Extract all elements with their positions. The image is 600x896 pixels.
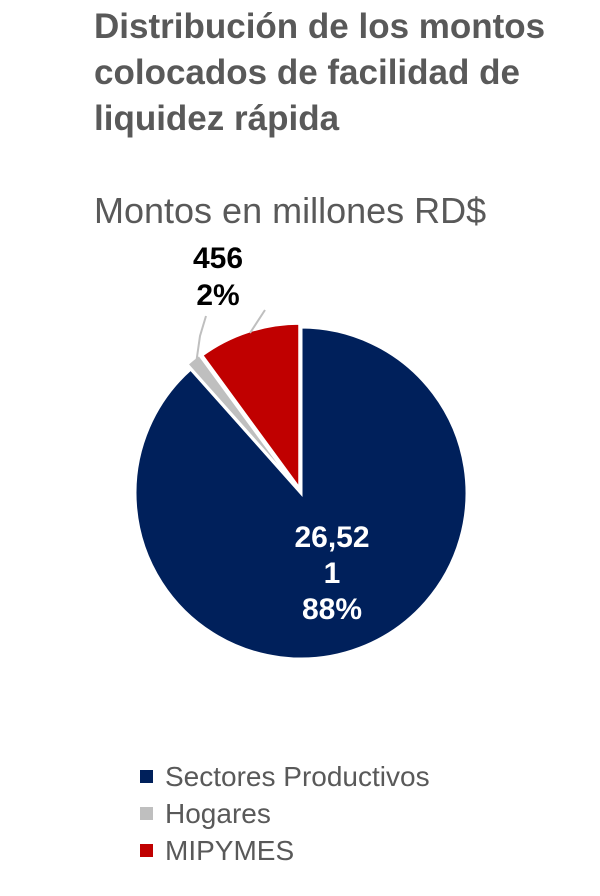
- legend-label: Sectores Productivos: [165, 760, 430, 792]
- pie-slice-mipymes: [199, 321, 302, 494]
- legend-swatch: [140, 770, 153, 783]
- legend-label: Hogares: [165, 797, 271, 829]
- legend-item-sectores: Sectores Productivos: [140, 758, 430, 795]
- data-label-sectores-productivos: 26,52: [294, 521, 369, 554]
- chart-subtitle: Montos en millones RD$: [94, 190, 487, 231]
- legend-item-mipymes: MIPYMES: [140, 832, 430, 869]
- legend-label: MIPYMES: [165, 834, 295, 866]
- data-label-hogares-pct: 2%: [196, 279, 239, 312]
- data-label-sectores-productivos: 1: [324, 557, 341, 590]
- chart-title: Distribución de los montos colocados de …: [94, 7, 546, 138]
- pie-slice-hogares: [184, 352, 299, 490]
- pie-slice-sectores-productivos: [133, 325, 469, 661]
- leader-line-mipymes: [249, 309, 266, 334]
- data-label-hogares-value: 456: [193, 242, 243, 275]
- chart-legend: Sectores Productivos Hogares MIPYMES: [140, 758, 430, 869]
- legend-swatch: [140, 844, 153, 857]
- legend-item-hogares: Hogares: [140, 795, 430, 832]
- leader-line-hogares: [195, 315, 207, 365]
- legend-swatch: [140, 807, 153, 820]
- data-label-sectores-productivos: 88%: [302, 593, 362, 626]
